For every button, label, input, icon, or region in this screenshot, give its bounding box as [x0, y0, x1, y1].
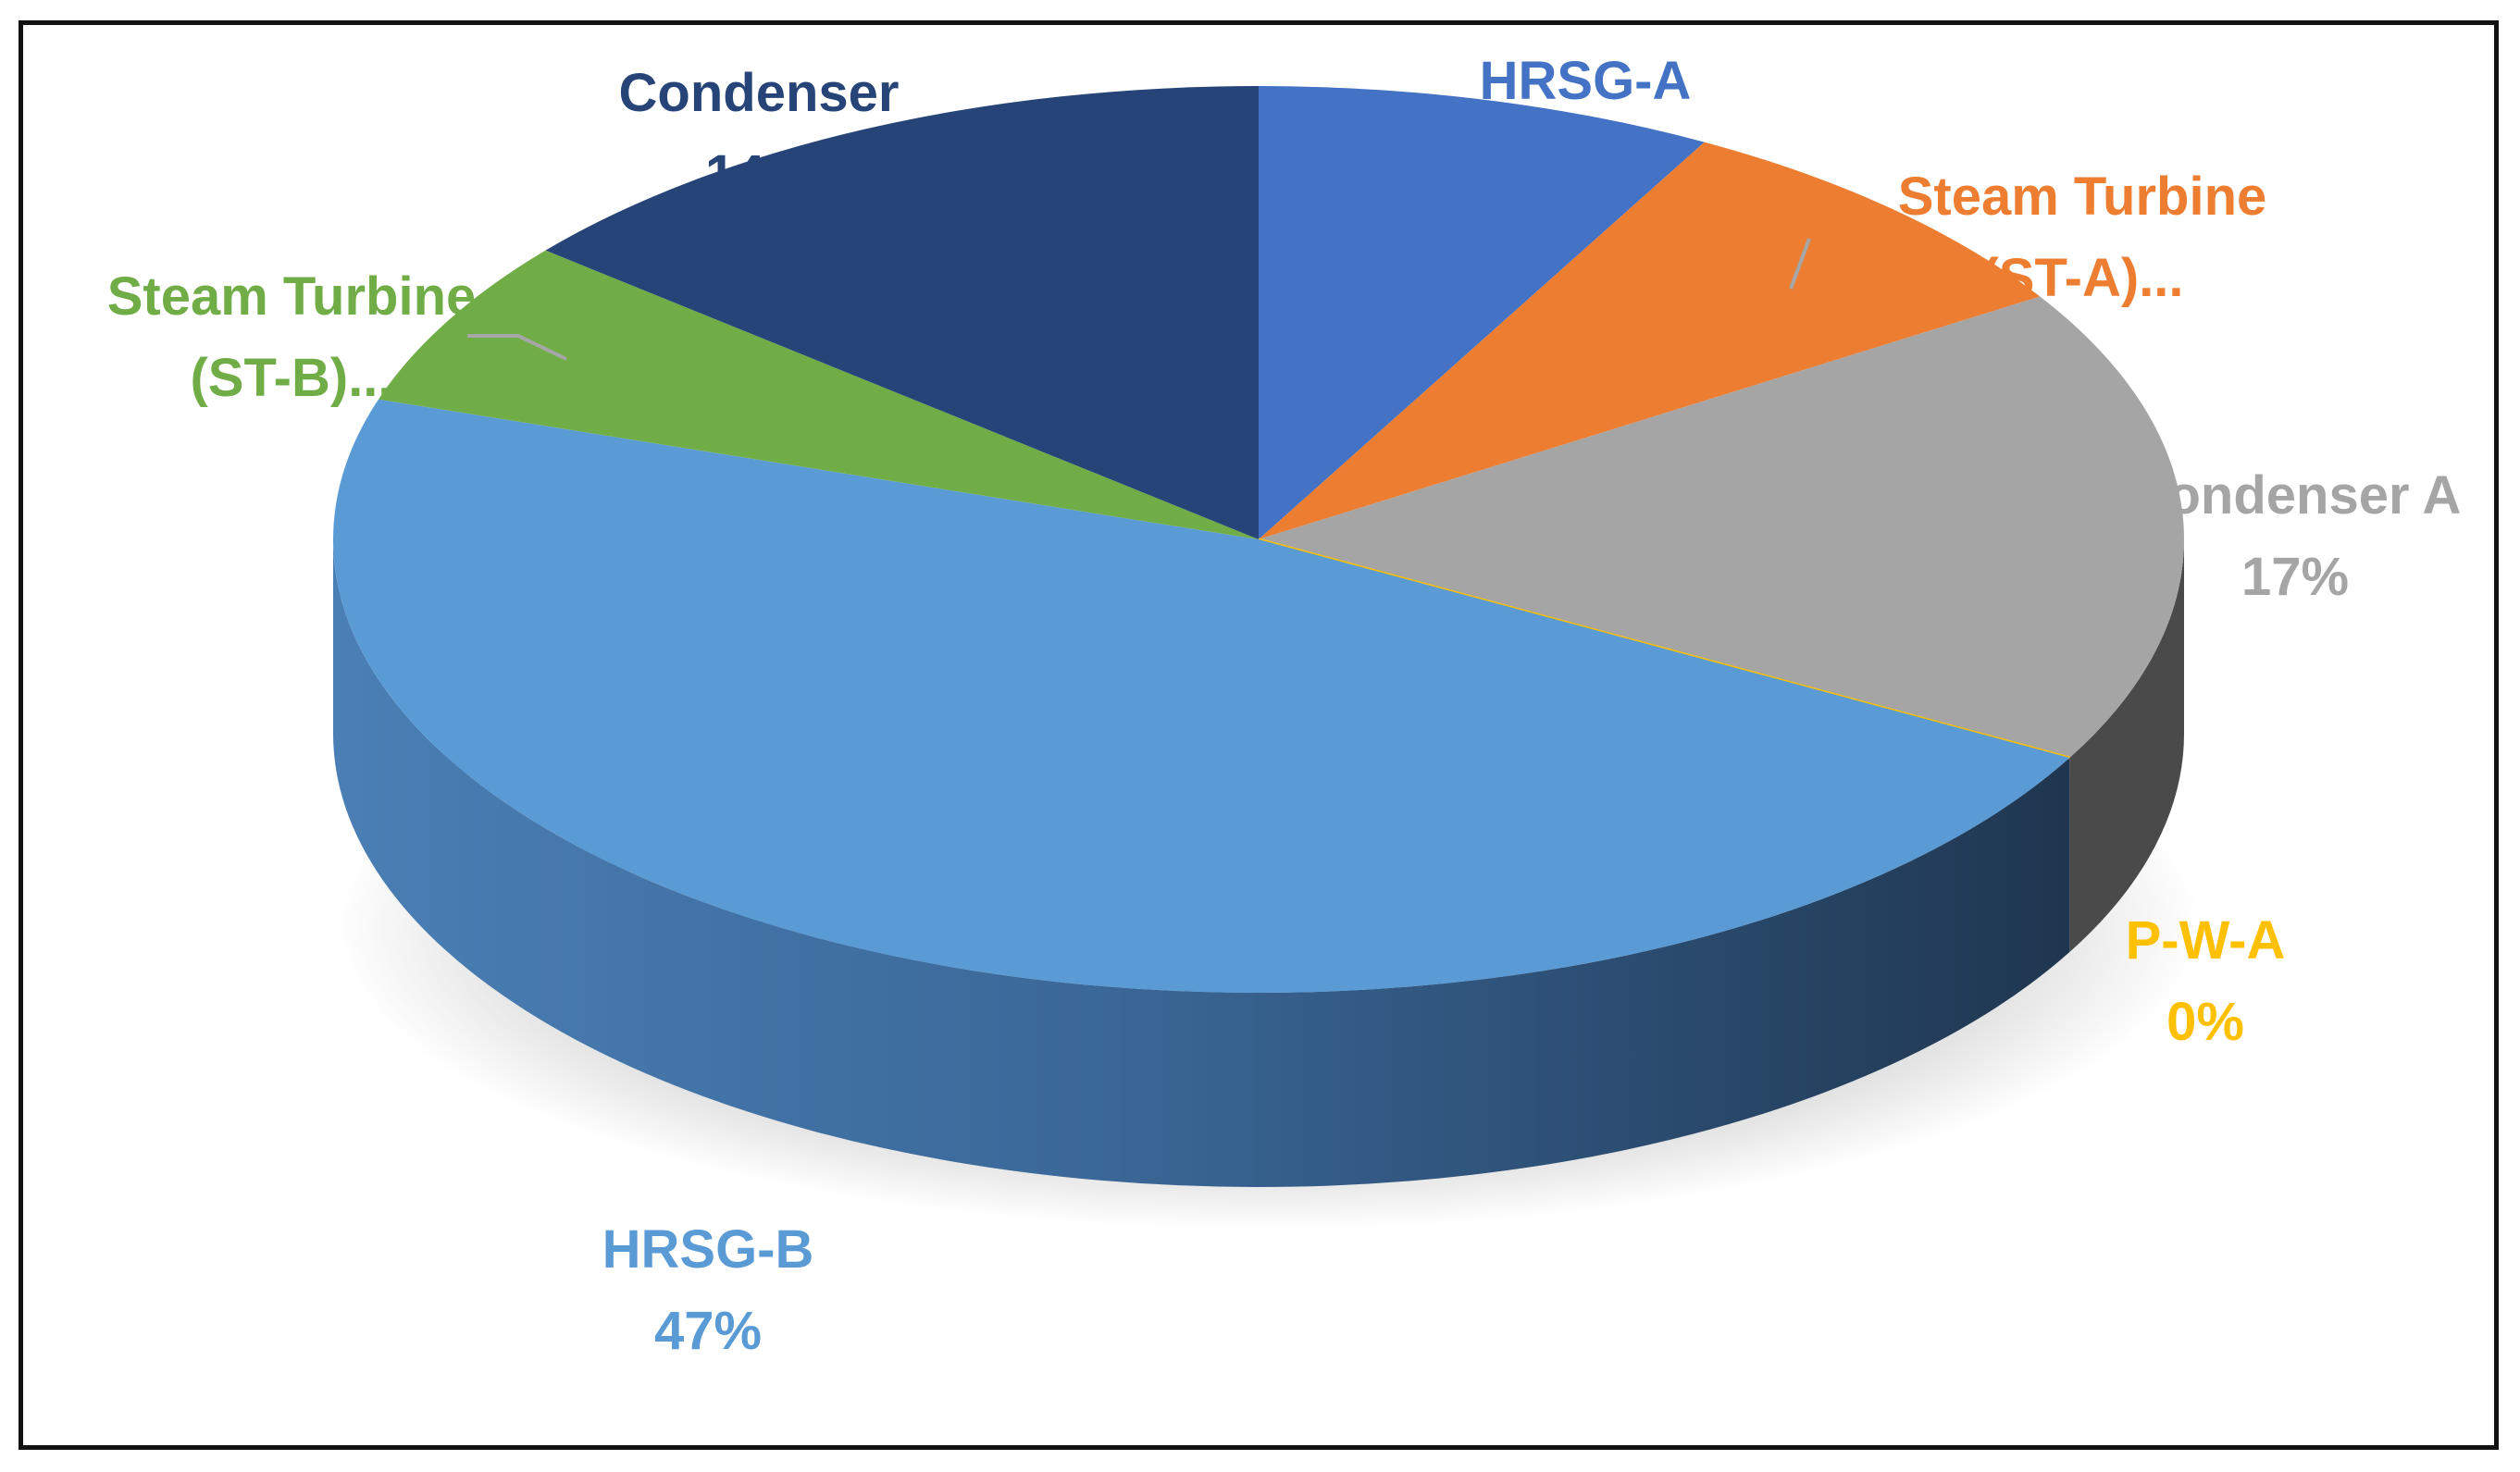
label-steam-turbine-st-a: Steam Turbine (ST-A)...	[1898, 167, 2267, 308]
pie-side-condenser-a	[2069, 539, 2184, 953]
label-st-a-line2: (ST-A)...	[1980, 248, 2183, 308]
label-p-w-a: P-W-A 0%	[2126, 910, 2286, 1052]
label-hrsg-b: HRSG-B 47%	[602, 1219, 814, 1361]
label-st-b-line1: Steam Turbine	[107, 266, 477, 327]
label-condenser-pct: 14%	[705, 144, 813, 204]
pie-slice-hrsg-a	[1259, 86, 1705, 539]
label-st-b-line2: (ST-B)...	[190, 348, 392, 408]
label-hrsg-a: HRSG-A 8%	[1480, 51, 1692, 193]
pie-slice-p-w-a	[1258, 538, 2070, 760]
pie-slice-condenser	[545, 86, 1259, 539]
label-condenser-a-pct: 17%	[2241, 547, 2349, 607]
leader-line-st-b	[467, 334, 567, 361]
label-hrsg-a-name: HRSG-A	[1480, 51, 1692, 111]
label-steam-turbine-st-b: Steam Turbine (ST-B)...	[107, 266, 477, 408]
leader-line-st-a	[1789, 238, 1811, 290]
pie-slice-hrsg-b	[333, 399, 2070, 993]
label-hrsg-b-pct: 47%	[654, 1301, 762, 1361]
label-condenser-a: Condenser A 17%	[2129, 465, 2462, 607]
label-hrsg-a-pct: 8%	[1546, 133, 1624, 193]
pie-side-hrsg-b	[333, 539, 2070, 1187]
pie-slice-steam-turbine-st-b	[378, 250, 1259, 539]
label-condenser: Condenser 14%	[619, 63, 900, 204]
label-p-w-a-name: P-W-A	[2126, 910, 2286, 971]
label-p-w-a-pct: 0%	[2166, 992, 2244, 1052]
label-condenser-name: Condenser	[619, 63, 900, 123]
label-condenser-a-name: Condenser A	[2129, 465, 2462, 526]
pie-slice-steam-turbine-st-a	[1259, 142, 2041, 539]
label-st-a-line1: Steam Turbine	[1898, 167, 2267, 227]
pie-slice-condenser-a	[1259, 296, 2185, 759]
label-hrsg-b-name: HRSG-B	[602, 1219, 814, 1280]
